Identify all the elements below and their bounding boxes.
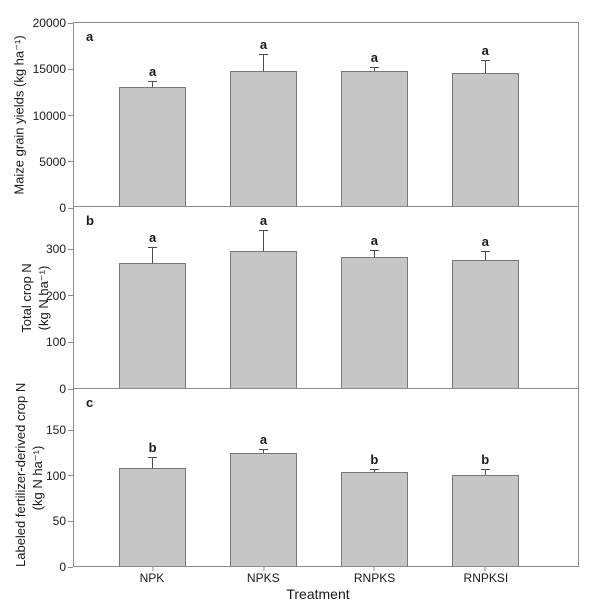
y-axis-label-line: Labeled fertilizer-derived crop N	[13, 382, 29, 567]
y-axis-label-line: Maize grain yields (kg ha⁻¹)	[11, 34, 27, 195]
y-tick	[68, 341, 73, 343]
y-tick-label: 15000	[32, 62, 66, 77]
y-tick	[68, 68, 73, 70]
x-axis-label: Treatment	[286, 586, 350, 602]
error-bar-cap	[369, 67, 379, 69]
bar-npks-b	[230, 251, 297, 388]
bar-rnpksi-b	[452, 260, 519, 388]
bar-npk-b	[119, 262, 186, 388]
error-bar-line	[263, 54, 264, 71]
error-bar-line	[373, 67, 375, 71]
y-tick-label: 5000	[39, 154, 66, 169]
sig-letter-npk-b: a	[148, 230, 157, 246]
sig-letter-npk-c: b	[148, 440, 157, 456]
sig-letter-npk-a: a	[148, 63, 157, 79]
error-bar-cap	[148, 457, 158, 459]
panel-a: a 0 5000 10000 15000 20000 a a a a	[33, 16, 579, 215]
y-tick	[68, 520, 73, 522]
y-tick	[68, 475, 73, 477]
y-axis-label-b: Total crop N (kg N ha⁻¹)	[19, 207, 53, 389]
bar-rnpks-a	[341, 70, 408, 206]
y-tick-label: 0	[59, 201, 66, 215]
sig-letter-rnpksi-b: a	[481, 233, 489, 249]
bar-npk-c	[119, 467, 186, 566]
y-axis-label-line: Total crop N	[19, 263, 35, 333]
x-tick-label-npk: NPK	[139, 571, 165, 585]
error-bar-line	[263, 230, 264, 252]
error-bar-cap	[259, 230, 268, 232]
error-bar-line	[373, 250, 375, 257]
error-bar-cap	[480, 59, 490, 61]
bar-rnpksi-a	[452, 73, 519, 206]
error-bar-line	[152, 457, 154, 468]
x-tick	[152, 567, 154, 571]
y-axis-label-c: Labeled fertilizer-derived crop N (kg N h…	[13, 382, 47, 567]
bar-npks-c	[230, 452, 297, 566]
y-tick	[68, 388, 73, 390]
bar-rnpks-c	[341, 471, 408, 566]
y-axis-label-line: (kg N ha⁻¹)	[30, 445, 45, 511]
x-tick-label-npks: NPKS	[246, 571, 280, 585]
y-tick	[68, 22, 73, 24]
bar-npks-a	[230, 70, 297, 206]
panel-b: b 0 100 200 300 a a a a	[46, 207, 579, 396]
y-tick-label: 20000	[32, 16, 66, 30]
sig-letter-rnpks-b: a	[370, 233, 378, 249]
y-axis-label-line: (kg N ha⁻¹)	[36, 265, 51, 331]
x-tick	[484, 567, 486, 571]
y-tick-label: 100	[45, 468, 66, 483]
bar-npk-a	[119, 87, 186, 206]
error-bar-cap	[148, 80, 158, 82]
y-tick-label: 200	[45, 288, 66, 303]
error-bar-line	[484, 59, 486, 74]
bar-rnpks-b	[341, 256, 408, 388]
sig-letter-rnpksi-a: a	[481, 42, 489, 58]
y-tick	[68, 115, 73, 116]
x-tick	[263, 567, 264, 571]
error-bar-line	[152, 247, 154, 263]
sig-letter-rnpks-a: a	[370, 50, 378, 66]
y-tick-label: 0	[59, 382, 66, 396]
error-bar-cap	[259, 54, 268, 56]
error-bar-cap	[259, 448, 268, 450]
x-tick-label-rnpks: RNPKS	[353, 571, 396, 585]
error-bar-line	[263, 448, 264, 453]
error-bar-cap	[480, 468, 490, 470]
error-bar-cap	[480, 250, 490, 252]
sig-letter-rnpks-c: b	[370, 451, 379, 467]
x-tick	[373, 567, 375, 571]
y-tick-label: 10000	[32, 108, 66, 123]
error-bar-cap	[369, 468, 379, 470]
y-axis-label-a: Maize grain yields (kg ha⁻¹)	[12, 22, 29, 207]
y-tick	[68, 566, 73, 568]
sig-letter-npks-c: a	[259, 431, 268, 447]
error-bar-line	[484, 250, 486, 261]
y-tick	[68, 248, 73, 250]
panel-letter-b: b	[86, 213, 94, 228]
y-tick	[68, 295, 73, 297]
panel-letter-a: a	[86, 29, 94, 44]
x-tick-label-rnpksi: RNPKSI	[463, 571, 509, 585]
sig-letter-rnpksi-c: b	[481, 451, 490, 467]
sig-letter-npks-b: a	[259, 213, 268, 229]
error-bar-line	[484, 468, 486, 476]
y-tick-label: 150	[45, 423, 66, 438]
y-tick-label: 0	[59, 560, 66, 574]
y-tick-label: 100	[45, 335, 66, 350]
error-bar-cap	[369, 250, 379, 252]
y-tick	[68, 207, 73, 209]
sig-letter-npks-a: a	[259, 37, 268, 53]
panel-letter-c: c	[86, 395, 94, 410]
y-tick-label: 50	[52, 514, 66, 529]
error-bar-cap	[148, 247, 158, 249]
error-bar-line	[373, 468, 375, 472]
error-bar-line	[152, 80, 154, 88]
y-tick-label: 300	[45, 242, 66, 256]
panel-c: c 0 50 100 150 b a b b	[46, 389, 579, 574]
y-tick	[68, 161, 73, 163]
y-tick	[68, 429, 73, 431]
bar-rnpksi-c	[452, 475, 519, 566]
